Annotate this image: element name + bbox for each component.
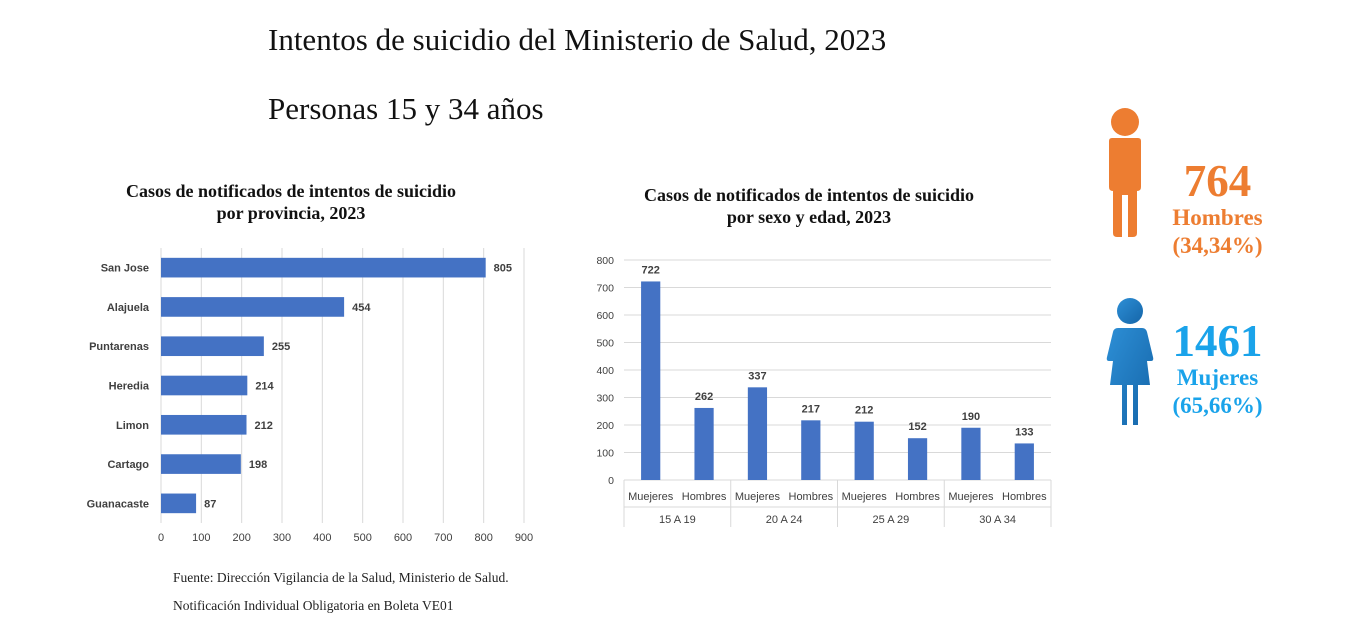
y-tick-label: 800 bbox=[596, 255, 614, 267]
page-title: Intentos de suicidio del Ministerio de S… bbox=[268, 22, 887, 57]
data-label: 805 bbox=[494, 263, 512, 275]
data-label: 152 bbox=[908, 421, 926, 433]
data-label: 454 bbox=[352, 302, 371, 314]
data-label: 217 bbox=[802, 403, 820, 415]
x-tick-label: 600 bbox=[394, 532, 412, 544]
men-label: Hombres bbox=[1172, 205, 1263, 230]
x-tick-label: 500 bbox=[353, 532, 371, 544]
data-label: 212 bbox=[855, 405, 873, 417]
data-label: 190 bbox=[962, 411, 980, 423]
y-tick-label: 600 bbox=[596, 310, 614, 322]
data-label: 337 bbox=[748, 370, 766, 382]
group-label: 25 A 29 bbox=[873, 514, 910, 526]
data-label: 722 bbox=[642, 264, 660, 276]
women-label: Mujeres bbox=[1176, 365, 1259, 390]
y-tick-label: 300 bbox=[596, 393, 614, 405]
bar bbox=[161, 414, 247, 435]
bar bbox=[854, 421, 874, 480]
y-category-label: Cartago bbox=[107, 459, 149, 471]
data-label: 214 bbox=[255, 381, 274, 393]
group-label: 30 A 34 bbox=[979, 514, 1016, 526]
y-tick-label: 0 bbox=[608, 475, 614, 487]
women-stat: 1461 Mujeres (65,66%) bbox=[1150, 318, 1285, 420]
source-line-2: Notificación Individual Obligatoria en B… bbox=[173, 598, 454, 613]
bar bbox=[641, 281, 661, 480]
sex-age-chart-title: Casos de notificados de intentos de suic… bbox=[578, 184, 1040, 228]
x-category-label: Muejeres bbox=[842, 491, 888, 503]
y-category-label: Guanacaste bbox=[87, 498, 149, 510]
x-tick-label: 800 bbox=[474, 532, 492, 544]
x-category-label: Muejeres bbox=[628, 491, 674, 503]
bar bbox=[961, 427, 981, 480]
province-chart-title-line1: Casos de notificados de intentos de suic… bbox=[125, 181, 457, 201]
bar bbox=[161, 336, 264, 357]
y-category-label: Puntarenas bbox=[89, 341, 149, 353]
x-category-label: Hombres bbox=[895, 491, 940, 503]
x-tick-label: 0 bbox=[158, 532, 164, 544]
x-tick-label: 700 bbox=[434, 532, 452, 544]
x-category-label: Hombres bbox=[789, 491, 834, 503]
men-count: 764 bbox=[1183, 156, 1252, 206]
x-category-label: Muejeres bbox=[948, 491, 994, 503]
female-figure-icon bbox=[1106, 298, 1154, 425]
y-tick-label: 100 bbox=[596, 448, 614, 460]
sex-age-chart-title-line2: por sexo y edad, 2023 bbox=[726, 207, 892, 227]
province-chart-title-line2: por provincia, 2023 bbox=[216, 203, 366, 223]
x-category-label: Muejeres bbox=[735, 491, 781, 503]
men-percent: (34,34%) bbox=[1172, 233, 1263, 258]
bar bbox=[907, 438, 928, 480]
data-label: 198 bbox=[249, 459, 267, 471]
y-tick-label: 200 bbox=[596, 420, 614, 432]
x-tick-label: 100 bbox=[192, 532, 210, 544]
group-label: 20 A 24 bbox=[766, 514, 803, 526]
bar bbox=[1014, 443, 1034, 480]
y-category-label: Limon bbox=[116, 420, 149, 432]
y-tick-label: 700 bbox=[596, 283, 614, 295]
sex-age-bar-chart: 0 100 200 300 400 500 600 700 800 722 Muejeres 262 H… bbox=[596, 255, 1052, 527]
data-label: 255 bbox=[272, 341, 290, 353]
x-category-label: Hombres bbox=[682, 491, 727, 503]
data-label: 212 bbox=[255, 420, 273, 432]
x-tick-label: 200 bbox=[232, 532, 250, 544]
y-tick-label: 400 bbox=[596, 365, 614, 377]
x-category-label: Hombres bbox=[1002, 491, 1047, 503]
men-stat: 764 Hombres (34,34%) bbox=[1150, 158, 1285, 260]
x-tick-label: 900 bbox=[515, 532, 533, 544]
source-line-1: Fuente: Dirección Vigilancia de la Salud… bbox=[173, 570, 509, 585]
data-label: 262 bbox=[695, 391, 713, 403]
y-category-label: San Jose bbox=[101, 263, 149, 275]
y-category-label: Alajuela bbox=[107, 302, 150, 314]
data-label: 133 bbox=[1015, 426, 1033, 438]
x-tick-label: 300 bbox=[273, 532, 291, 544]
group-label: 15 A 19 bbox=[659, 514, 696, 526]
data-label: 87 bbox=[204, 498, 216, 510]
bar bbox=[161, 297, 345, 317]
bar bbox=[747, 387, 768, 480]
women-count: 1461 bbox=[1172, 316, 1263, 366]
bar bbox=[161, 454, 241, 474]
x-tick-label: 400 bbox=[313, 532, 331, 544]
bar bbox=[161, 257, 486, 278]
sex-age-chart-title-line1: Casos de notificados de intentos de suic… bbox=[643, 185, 975, 205]
page-subtitle: Personas 15 y 34 años bbox=[268, 91, 544, 126]
bar bbox=[694, 407, 714, 480]
province-bar-chart: 0 100 200 300 400 500 600 700 800 900 San Jose 805 A… bbox=[87, 248, 533, 544]
bar bbox=[161, 493, 197, 514]
bar bbox=[161, 375, 248, 396]
province-chart-title: Casos de notificados de intentos de suic… bbox=[60, 180, 522, 224]
bar bbox=[801, 420, 821, 480]
women-percent: (65,66%) bbox=[1172, 393, 1263, 418]
y-tick-label: 500 bbox=[596, 338, 614, 350]
male-figure-icon bbox=[1109, 108, 1141, 237]
y-category-label: Heredia bbox=[109, 381, 150, 393]
